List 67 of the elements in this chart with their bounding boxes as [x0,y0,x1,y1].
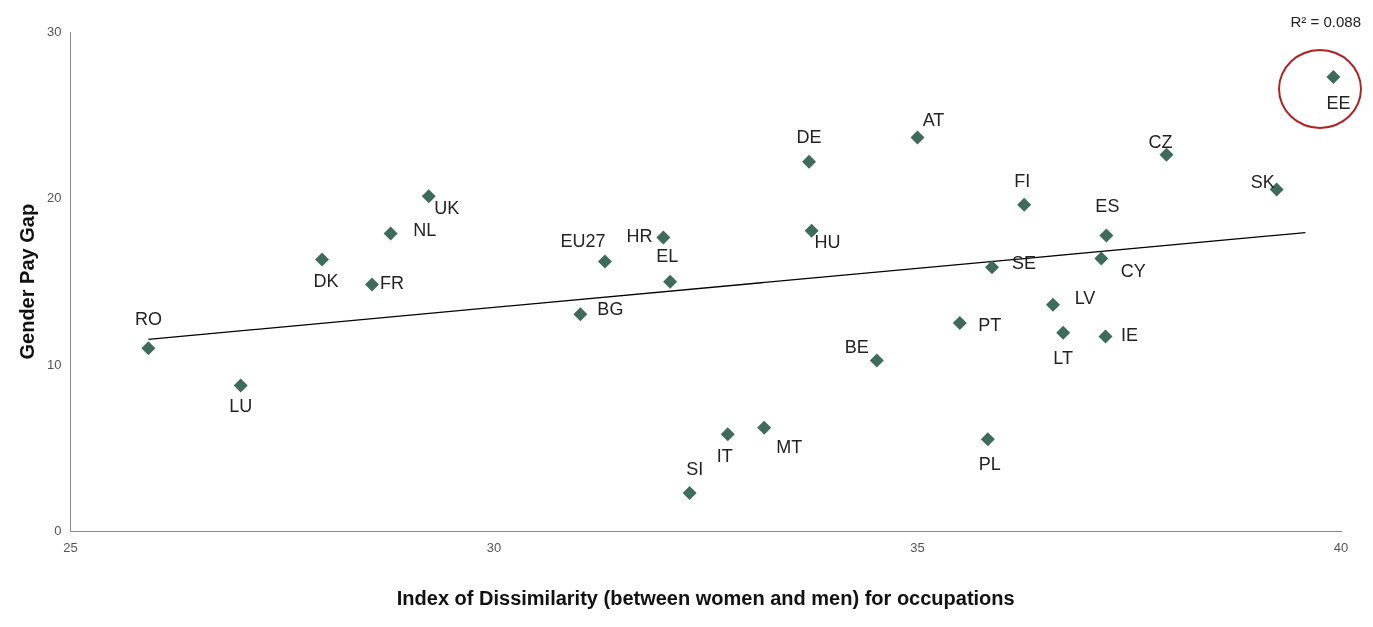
x-tick-label: 35 [910,539,925,555]
y-tick-label: 10 [46,356,62,372]
point [910,130,925,145]
annotation: HU [814,231,841,252]
annotation: LU [229,396,253,417]
annotation: FR [380,273,404,294]
x-tick-label: 30 [486,539,502,555]
annotation: EE [1326,93,1351,114]
point [597,254,612,269]
x-tick-label: 40 [1333,539,1349,555]
point [233,378,248,393]
annotation: RO [134,309,162,330]
point [1056,325,1071,340]
y-tick-label: 0 [54,522,62,538]
point [421,189,436,204]
annotation: FI [1014,170,1031,191]
point [663,274,678,289]
point [1159,147,1174,162]
annotation: HR [626,226,653,247]
point [315,252,330,267]
x-tick-label: 25 [63,539,78,555]
annotation: LV [1074,287,1096,308]
point [365,277,379,292]
annotation: SK [1250,172,1275,193]
annotation: NL [413,219,437,240]
point [656,230,671,245]
annotation: CZ [1148,131,1173,152]
annotation: SI [686,458,704,479]
point [1326,70,1341,85]
annotation: DE [796,126,822,147]
annotation: IE [1121,325,1139,346]
x-axis-title: Index of Dissimilarity (between women and men) for occupations [396,586,1015,609]
point [1099,228,1114,243]
y-axis-title: Gender Pay Gap [15,203,38,360]
point [720,427,735,442]
annotation: CY [1120,260,1146,281]
annotation: IT [716,446,733,467]
point [573,307,588,322]
y-tick-label: 30 [46,23,62,39]
annotation: SE [1012,253,1037,274]
annotation: BG [597,299,624,320]
annotation: LT [1053,347,1074,368]
annotation: EL [656,245,679,266]
point [1046,297,1061,312]
annotation: MT [776,436,803,457]
text: R² = 0.088 [1290,12,1361,30]
annotation: AT [922,109,945,130]
point [682,485,697,500]
annotation: UK [434,198,460,219]
point [869,353,884,368]
y-tick-label: 20 [46,190,62,206]
annotation: DK [313,270,339,291]
point [952,315,967,330]
point [985,260,1000,275]
point [141,341,156,356]
point [1017,197,1032,212]
annotation: BE [844,337,869,358]
annotation: EU27 [560,230,606,251]
point [980,432,995,447]
annotation: PL [978,454,1001,475]
annotation: ES [1095,195,1120,216]
point [1098,329,1113,344]
point [802,154,817,169]
point [757,420,772,435]
point [1094,251,1109,266]
annotation: PT [978,314,1002,335]
point [383,226,398,241]
